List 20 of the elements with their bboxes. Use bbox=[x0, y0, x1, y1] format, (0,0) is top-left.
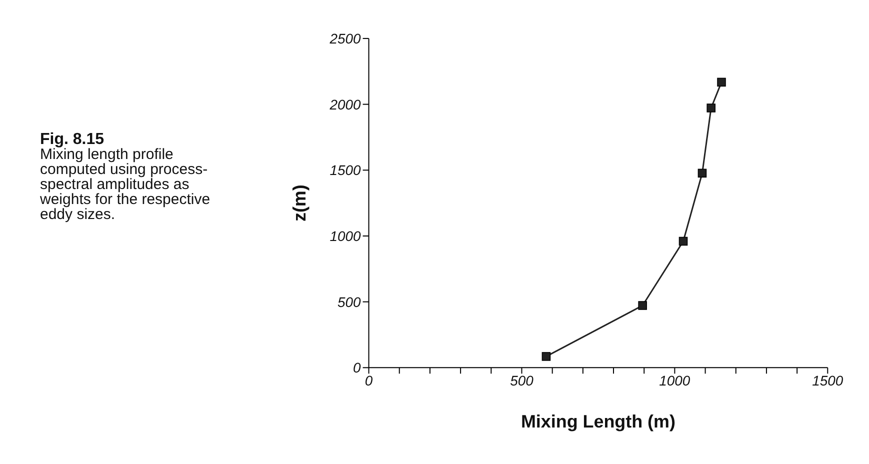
x-axis-title: Mixing Length (m) bbox=[521, 412, 676, 432]
point bbox=[679, 236, 688, 246]
x-tick-label: 1000 bbox=[660, 372, 691, 389]
y-tick-label: 1000 bbox=[330, 228, 362, 244]
point bbox=[698, 168, 708, 178]
y-tick-label: 500 bbox=[338, 294, 362, 310]
text: Fig. 8.15 bbox=[40, 131, 106, 148]
point bbox=[718, 78, 726, 87]
x-tick-label: 500 bbox=[510, 372, 534, 389]
point bbox=[638, 301, 648, 310]
point bbox=[542, 352, 552, 361]
y-tick-label: 1500 bbox=[330, 162, 362, 178]
x-tick-label: 0 bbox=[365, 372, 374, 389]
y-tick-label: 0 bbox=[353, 360, 362, 376]
y-tick-label: 2000 bbox=[329, 96, 362, 112]
text: Mixing length profile computed using process-spectral amplitudes as weights for the respective eddy sizes. bbox=[40, 146, 212, 223]
y-axis-title: z(m) bbox=[290, 184, 310, 222]
y-tick-label: 2500 bbox=[329, 30, 362, 46]
point bbox=[707, 104, 716, 112]
x-tick-label: 1500 bbox=[812, 372, 844, 389]
